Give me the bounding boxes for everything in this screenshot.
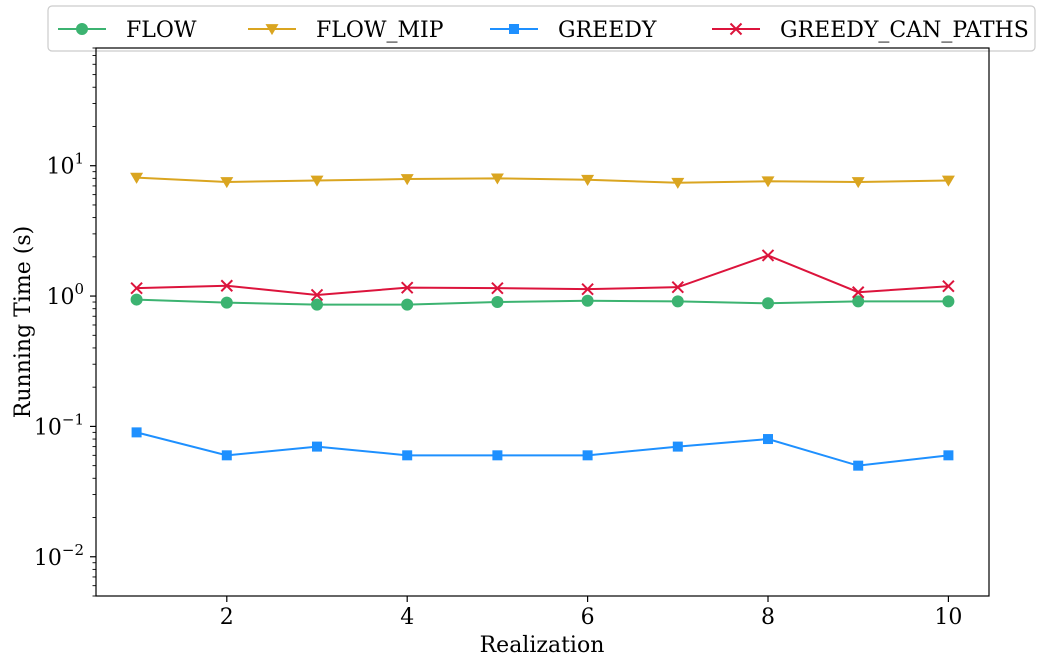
legend-marker [729,22,743,36]
data-point [491,296,504,309]
x-axis-title: Realization [480,633,605,658]
data-point [761,249,775,262]
x-tick-label: 8 [761,605,775,630]
y-tick-label: 101 [46,150,84,180]
y-axis-title: Running Time (s) [11,226,36,418]
series-flow-mip [130,172,955,189]
series-line [136,298,949,306]
data-point [581,174,595,186]
legend-marker [509,24,519,34]
data-point [221,450,232,461]
legend-label: FLOW_MIP [316,18,444,43]
legend-marker [76,23,88,35]
y-tick-exponent: −2 [62,541,84,559]
data-point [671,295,684,308]
legend-label: FLOW [126,18,197,43]
x-tick-label: 6 [581,605,595,630]
data-point [762,297,775,310]
data-point [582,450,593,461]
y-tick-exponent: 0 [74,280,84,298]
y-tick-label: 10−1 [34,410,84,440]
data-point [853,460,864,471]
legend-label: GREEDY [558,18,657,43]
legend-entry: FLOW_MIP [248,18,444,43]
series-greedy [131,427,954,471]
legend-entry: GREEDY [490,18,657,43]
y-tick-exponent: −1 [62,410,84,428]
data-point [491,281,504,295]
data-point [941,175,955,187]
series-line [136,176,949,184]
y-tick-base: 10 [46,285,74,310]
data-point [943,450,954,461]
data-point [310,298,323,311]
data-point [942,280,955,293]
x-tick-label: 4 [400,605,414,630]
data-point [220,279,234,292]
series-greedy-can-paths [130,249,955,302]
x-tick-label: 2 [220,605,234,630]
data-point [852,295,865,308]
series-line [136,431,949,467]
data-point [492,450,503,461]
data-point [400,281,414,294]
legend-entry: FLOW [58,18,197,43]
data-point [400,174,414,186]
data-point [130,293,143,306]
data-point [130,281,143,295]
y-tick-base: 10 [34,415,62,440]
legend-entry: GREEDY_CAN_PATHS [712,18,1029,43]
legend-label: GREEDY_CAN_PATHS [780,18,1029,43]
series-line [136,254,949,296]
data-point [220,177,234,189]
data-point [402,450,413,461]
x-tick-label: 10 [934,605,962,630]
data-point [581,282,594,296]
x-axis: 2 4 6 8 10 [220,596,962,630]
data-point [310,175,324,187]
legend: FLOW FLOW_MIP GREEDY GREEDY_CAN_PATHS [47,5,1036,52]
y-tick-base: 10 [34,546,62,571]
data-point [851,177,865,189]
data-point [942,295,955,308]
y-tick-base: 10 [46,155,74,180]
plot-series [130,172,955,471]
data-point [581,294,594,307]
data-point [220,296,233,309]
legend-marker [265,24,279,36]
y-tick-exponent: 1 [74,150,84,168]
data-point [131,427,142,438]
data-point [763,434,774,445]
data-point [761,176,775,188]
data-point [310,288,324,302]
data-point [851,286,865,299]
data-point [311,441,322,452]
data-point [130,172,144,184]
plot-frame [95,47,990,597]
data-point [672,441,683,452]
y-tick-label: 100 [46,280,84,310]
y-tick-label: 10−2 [34,541,84,571]
legend-box [47,5,1036,52]
series-flow [130,293,955,311]
data-point [490,173,504,185]
data-point [671,177,685,189]
data-point [401,298,414,311]
data-point [671,280,685,294]
